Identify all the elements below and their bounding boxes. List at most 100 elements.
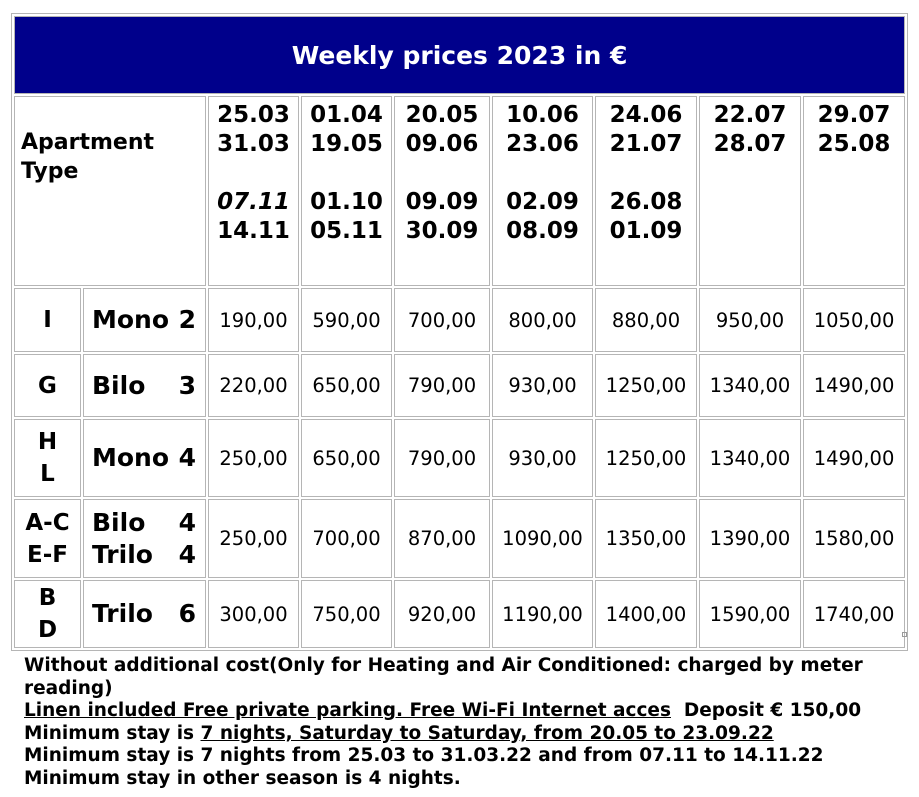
apartment-name-line: Mono 4: [92, 442, 205, 474]
period-date: 02.09: [506, 189, 579, 215]
period-date: 09.06: [405, 131, 479, 157]
apartment-name: Mono 2: [83, 288, 206, 352]
price-cell: 950,00: [699, 288, 801, 352]
apartment-name: Mono 4: [83, 419, 206, 497]
weekly-price-table: Weekly prices 2023 in € Apartment Type 2…: [11, 13, 909, 651]
period-header: 29.07 25.08: [803, 96, 906, 286]
price-cell: 250,00: [208, 419, 299, 497]
period-date: 30.09: [405, 218, 479, 244]
note-min-stay-underlined: 7 nights, Saturday to Saturday, from 20.…: [200, 722, 774, 744]
apartment-code-line: D: [37, 617, 58, 643]
price-cell: 1390,00: [699, 499, 801, 578]
table-row: H L Mono 4 250,00 650,00 790,00 930,00 1250,00 13…: [14, 419, 906, 497]
apartment-kind: Trilo: [92, 539, 153, 569]
table-title: Weekly prices 2023 in €: [14, 16, 906, 94]
apartment-code: G: [14, 354, 81, 417]
price-cell: 1400,00: [595, 580, 697, 648]
period-date: 10.06: [506, 102, 579, 128]
price-cell: 1740,00: [803, 580, 906, 648]
period-date: 28.07: [713, 131, 787, 157]
price-cell: 1490,00: [803, 419, 906, 497]
price-cell: 1050,00: [803, 288, 906, 352]
apartment-kind: Bilo: [92, 370, 146, 400]
note-min-stay-other: Minimum stay in other season is 4 nights…: [24, 767, 461, 789]
apartment-code-line: L: [40, 461, 55, 487]
apartment-capacity: 4: [178, 443, 196, 472]
apartment-name-line: Bilo 3: [92, 370, 205, 402]
price-cell: 700,00: [394, 288, 490, 352]
period-date: 23.06: [506, 131, 579, 157]
period-date: 29.07: [817, 102, 891, 128]
price-cell: 1350,00: [595, 499, 697, 578]
table-row: A-C E-F Bilo 4 Trilo 4 250,00 700,00 870,00 1090,…: [14, 499, 906, 578]
price-cell: 1250,00: [595, 354, 697, 417]
apartment-capacity: 6: [178, 599, 196, 628]
apartment-name: Bilo 4 Trilo 4: [83, 499, 206, 578]
period-date: 14.11: [217, 218, 290, 244]
price-cell: 1190,00: [492, 580, 593, 648]
period-date: 21.07: [609, 131, 683, 157]
apartment-code: I: [14, 288, 81, 352]
period-date: 05.11: [310, 218, 383, 244]
price-cell: 1580,00: [803, 499, 906, 578]
apartment-kind: Mono: [92, 443, 170, 472]
apartment-kind: Bilo: [92, 507, 146, 537]
price-cell: 300,00: [208, 580, 299, 648]
note-additional-cost: Without additional cost(Only for Heating…: [24, 655, 863, 699]
period-date: 07.11: [217, 189, 290, 215]
period-header: 24.06 21.07 26.08 01.09: [595, 96, 697, 286]
price-cell: 1490,00: [803, 354, 906, 417]
price-cell: 650,00: [301, 354, 392, 417]
apartment-capacity: 3: [178, 370, 196, 400]
note-min-stay-summer: Minimum stay is 7 nights, Saturday to Sa…: [24, 723, 904, 746]
period-date: 26.08: [609, 189, 683, 215]
period-date: 31.03: [217, 131, 290, 157]
apartment-kind: Trilo: [92, 599, 153, 628]
type-header-line: Type: [21, 159, 79, 184]
period-date: 24.06: [609, 102, 683, 128]
price-cell: 870,00: [394, 499, 490, 578]
table-resize-handle: [902, 632, 907, 637]
period-date: 01.04: [310, 102, 383, 128]
conditions-notes: Without additional cost(Only for Heating…: [24, 655, 904, 791]
price-cell: 220,00: [208, 354, 299, 417]
apartment-code-line: G: [38, 372, 57, 399]
period-header: 20.05 09.06 09.09 30.09: [394, 96, 490, 286]
apartment-kind: Mono: [92, 305, 170, 334]
apartment-code: A-C E-F: [14, 499, 81, 578]
period-date: 01.10: [310, 189, 383, 215]
price-cell: 1340,00: [699, 354, 801, 417]
apartment-name-line: Bilo 4: [92, 507, 205, 539]
apartment-name: Trilo 6: [83, 580, 206, 648]
price-cell: 930,00: [492, 419, 593, 497]
apartment-name-line: Trilo 6: [92, 598, 205, 630]
price-cell: 1090,00: [492, 499, 593, 578]
apartment-code-line: E-F: [27, 541, 68, 568]
price-cell: 700,00: [301, 499, 392, 578]
price-cell: 650,00: [301, 419, 392, 497]
note-deposit: Deposit € 150,00: [671, 700, 862, 722]
price-cell: 1250,00: [595, 419, 697, 497]
price-cell: 1590,00: [699, 580, 801, 648]
period-date: 19.05: [310, 131, 383, 157]
period-date: 01.09: [609, 218, 683, 244]
period-date: 09.09: [405, 189, 479, 215]
period-date: 25.08: [817, 131, 891, 157]
apartment-name-line: Mono 2: [92, 304, 205, 336]
period-date: 22.07: [713, 102, 787, 128]
table-row: G Bilo 3 220,00 650,00 790,00 930,00 1250,00 134…: [14, 354, 906, 417]
table-row: I Mono 2 190,00 590,00 700,00 800,00 880,00 950,…: [14, 288, 906, 352]
apartment-code-line: B: [38, 585, 57, 611]
price-cell: 190,00: [208, 288, 299, 352]
period-header: 10.06 23.06 02.09 08.09: [492, 96, 593, 286]
period-header: 25.03 31.03 07.11 14.11: [208, 96, 299, 286]
note-min-stay-prefix: Minimum stay is: [24, 722, 201, 744]
period-header: 22.07 28.07: [699, 96, 801, 286]
price-cell: 790,00: [394, 354, 490, 417]
period-date: 25.03: [217, 102, 290, 128]
apartment-name: Bilo 3: [83, 354, 206, 417]
table-row: B D Trilo 6 300,00 750,00 920,00 1190,00 1400,00…: [14, 580, 906, 648]
price-cell: 920,00: [394, 580, 490, 648]
